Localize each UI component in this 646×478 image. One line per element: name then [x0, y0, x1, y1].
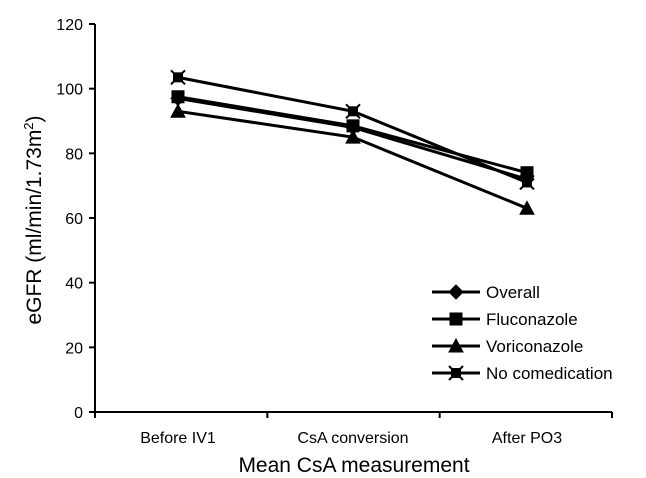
data-point-fluconazole: [171, 90, 185, 104]
y-axis-title-main: eGFR (ml/min/1.73m: [23, 130, 46, 325]
legend-label-voriconazole: Voriconazole: [486, 337, 583, 356]
legend-marker-fluconazole: [449, 312, 463, 326]
y-axis-title-superscript: 2: [21, 122, 36, 129]
x-tick-label: Before IV1: [140, 430, 216, 447]
y-axis-title-close: ): [23, 115, 46, 122]
legend-marker-overall: [448, 284, 464, 300]
data-point-no-comedication: [170, 69, 186, 86]
series-markers: [170, 69, 535, 215]
legend-label-fluconazole: Fluconazole: [486, 310, 578, 329]
data-point-voriconazole: [345, 129, 361, 144]
legend-label-no-comedication: No comedication: [486, 364, 613, 383]
y-tick-label: 40: [65, 276, 83, 293]
legend-marker-voriconazole: [448, 337, 464, 353]
legend-item-voriconazole: Voriconazole: [432, 337, 583, 356]
data-point-no-comedication: [345, 103, 361, 120]
x-ticks: Before IV1 CsA conversion After PO3: [94, 412, 613, 447]
y-tick-label: 60: [65, 211, 83, 228]
data-point-voriconazole: [170, 103, 186, 118]
data-point-voriconazole: [519, 200, 535, 215]
y-ticks: 0 20 40 60 80 100 120: [56, 17, 95, 422]
legend-label-overall: Overall: [486, 283, 540, 302]
y-tick-label: 80: [65, 146, 83, 163]
legend-item-overall: Overall: [432, 283, 540, 302]
y-axis-title: eGFR (ml/min/1.73m2): [21, 115, 46, 324]
y-tick-label: 100: [56, 82, 83, 99]
x-axis-title: Mean CsA measurement: [238, 454, 469, 477]
y-tick-label: 20: [65, 340, 83, 357]
legend: Overall Fluconazole Voriconazole No comedic…: [432, 283, 613, 383]
legend-item-no-comedication: No comedication: [432, 364, 613, 383]
data-point-no-comedication: [519, 174, 535, 191]
legend-item-fluconazole: Fluconazole: [432, 310, 578, 329]
y-tick-label: 120: [56, 17, 83, 34]
x-tick-label: After PO3: [492, 430, 562, 447]
legend-marker-no-comedication: [448, 365, 464, 381]
y-tick-label: 0: [74, 405, 83, 422]
x-tick-label: CsA conversion: [297, 430, 408, 447]
